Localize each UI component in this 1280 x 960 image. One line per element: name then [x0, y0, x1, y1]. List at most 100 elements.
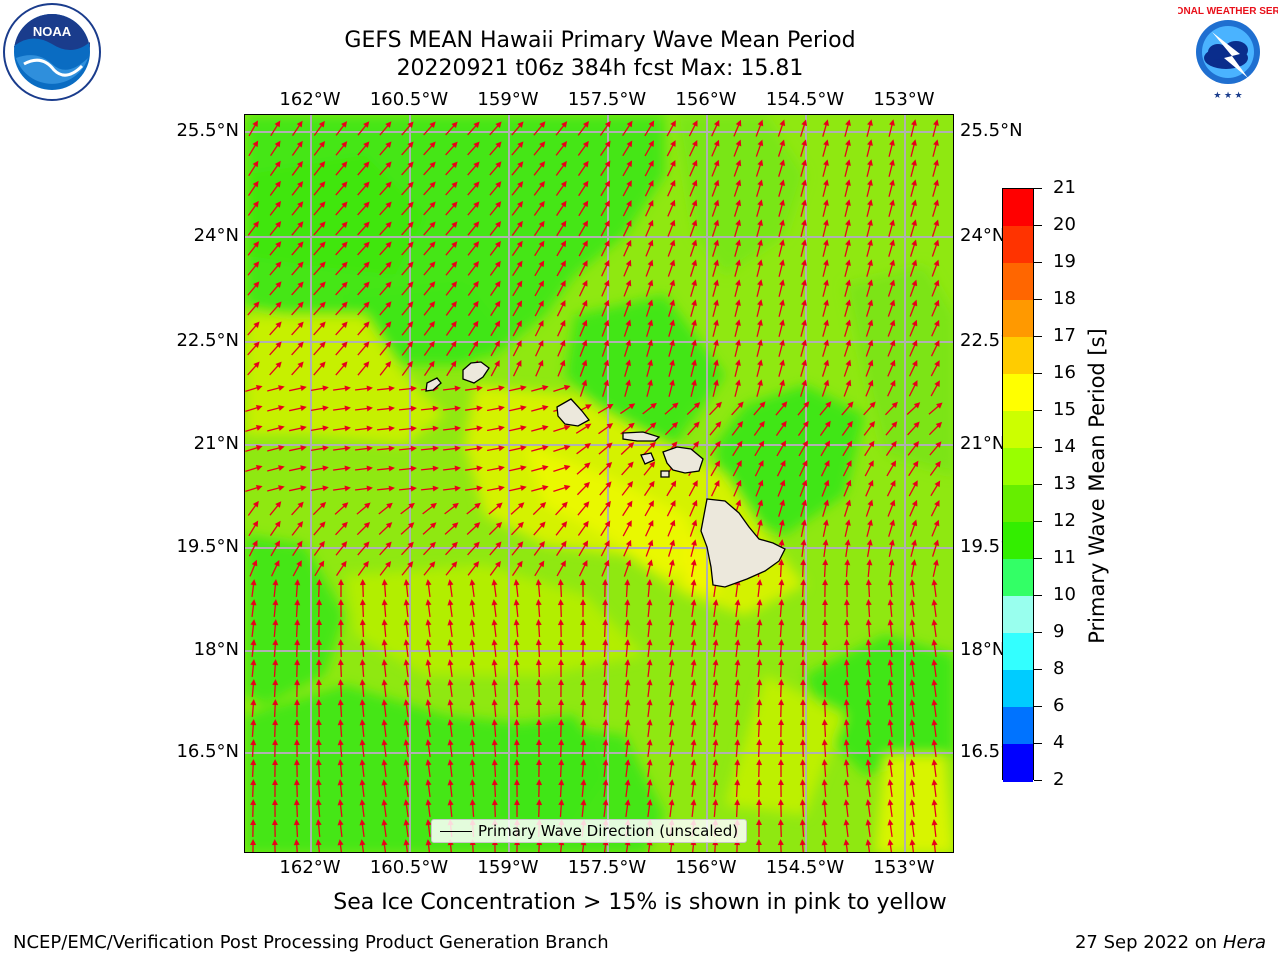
wave-arrow — [512, 340, 522, 357]
wave-arrow — [734, 219, 742, 237]
wave-arrow — [313, 261, 326, 276]
wave-arrow — [931, 599, 938, 618]
wave-arrow — [531, 445, 549, 452]
wave-arrow — [487, 425, 505, 432]
wave-arrow — [381, 699, 388, 718]
colorbar-segment — [1003, 522, 1033, 560]
wave-arrow — [403, 639, 410, 658]
wave-arrow — [932, 139, 939, 157]
wave-arrow — [800, 379, 808, 397]
wave-arrow — [602, 699, 609, 718]
wave-arrow — [843, 759, 850, 778]
wave-arrow — [732, 440, 743, 457]
wave-arrow — [797, 420, 809, 436]
wave-arrow — [887, 679, 894, 698]
wave-arrow — [844, 139, 851, 157]
wave-arrow — [668, 719, 675, 738]
wave-arrow — [359, 659, 366, 678]
wave-arrow — [865, 799, 872, 818]
wave-arrow — [332, 465, 351, 472]
wave-arrow — [667, 179, 676, 197]
wave-arrow — [822, 279, 829, 297]
wave-arrow — [423, 281, 436, 296]
wave-arrow — [623, 559, 632, 577]
wave-arrow — [884, 401, 898, 416]
wave-arrow — [888, 139, 895, 157]
wave-arrow — [820, 459, 830, 477]
wave-arrow — [712, 379, 719, 397]
wave-arrow — [272, 759, 279, 778]
wave-arrow — [425, 739, 432, 758]
wave-arrow — [887, 779, 894, 798]
wave-arrow — [800, 319, 807, 337]
wave-arrow — [248, 540, 258, 557]
wave-arrow — [533, 121, 546, 136]
lon-label-bottom: 156°W — [675, 857, 737, 878]
colorbar-tick-mark — [1034, 780, 1042, 781]
wave-arrow — [531, 485, 549, 492]
wave-arrow — [315, 779, 322, 798]
wave-arrow — [313, 540, 325, 556]
colorbar-tick-label: 10 — [1053, 584, 1076, 605]
wave-arrow — [599, 481, 612, 496]
wave-arrow — [445, 261, 458, 276]
wave-arrow — [822, 499, 830, 517]
wave-arrow — [667, 199, 676, 217]
wave-arrow — [488, 521, 503, 536]
wave-arrow — [469, 619, 476, 638]
wave-arrow — [580, 599, 587, 618]
wave-arrow — [800, 219, 807, 237]
wave-arrow — [931, 259, 940, 277]
wave-arrow — [909, 659, 916, 678]
wave-arrow — [909, 259, 918, 277]
wave-arrow — [513, 719, 520, 738]
wave-arrow — [337, 619, 344, 638]
wave-arrow — [381, 599, 388, 618]
wave-arrow — [646, 719, 653, 738]
wave-arrow — [931, 659, 938, 678]
wave-arrow — [269, 241, 282, 256]
wave-arrow — [734, 779, 741, 798]
wave-arrow — [731, 401, 744, 416]
wave-arrow — [644, 120, 655, 137]
lon-label-top: 159°W — [477, 89, 539, 110]
wave-arrow — [291, 281, 304, 296]
wave-arrow — [843, 499, 852, 517]
wave-arrow — [293, 779, 300, 798]
wave-arrow — [866, 239, 873, 257]
wave-arrow — [624, 599, 631, 618]
wave-arrow — [294, 679, 301, 698]
wave-arrow — [289, 445, 307, 452]
wave-arrow — [886, 460, 897, 477]
wave-arrow — [865, 679, 872, 698]
colorbar-tick-mark — [1034, 669, 1042, 670]
wave-arrow — [423, 121, 436, 136]
wave-arrow — [558, 739, 565, 758]
wave-arrow — [690, 699, 697, 718]
wave-arrow — [690, 579, 697, 598]
wave-arrow — [888, 539, 895, 557]
wave-arrow — [645, 539, 654, 557]
wave-arrow — [513, 599, 520, 618]
wave-arrow — [864, 440, 875, 457]
wave-arrow — [931, 719, 938, 738]
wave-arrow — [337, 639, 344, 658]
wave-arrow — [315, 839, 322, 852]
noaa-logo: NOAA — [2, 2, 102, 102]
wave-arrow — [292, 540, 303, 557]
wave-arrow — [887, 379, 896, 397]
wave-arrow — [289, 485, 307, 492]
wave-arrow — [843, 639, 850, 658]
wave-arrow — [311, 485, 329, 492]
wave-arrow — [359, 699, 366, 718]
wave-arrow — [668, 799, 675, 818]
wave-arrow — [712, 699, 719, 718]
wave-arrow — [250, 659, 257, 678]
wave-arrow — [689, 199, 698, 217]
wave-arrow — [557, 359, 566, 377]
wave-arrow — [315, 759, 322, 778]
wave-arrow — [821, 779, 828, 798]
wave-arrow — [247, 220, 259, 236]
wave-arrow — [513, 799, 520, 818]
wave-arrow — [909, 319, 918, 337]
